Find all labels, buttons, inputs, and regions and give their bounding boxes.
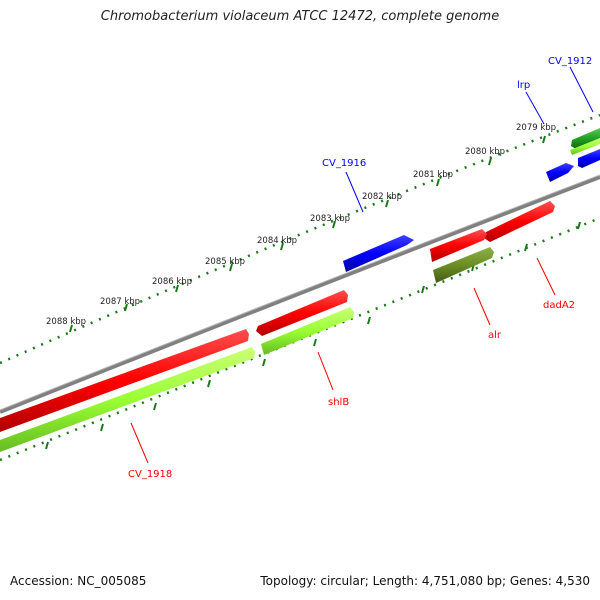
gene-dada2[interactable]	[484, 201, 555, 242]
label-leaders	[130, 66, 594, 464]
gene-alr-cds[interactable]	[433, 247, 494, 283]
ruler-label: 2087 kbp	[100, 297, 140, 307]
label-dada2: dadA2	[543, 300, 575, 311]
label-cv1916: CV_1916	[322, 158, 366, 169]
ruler-label: 2085 kbp	[205, 257, 245, 267]
ruler-label: 2083 kbp	[310, 214, 350, 224]
gene-cv1916[interactable]	[343, 235, 414, 272]
gene-cv1912-cds[interactable]	[570, 138, 600, 155]
gene-cv1912-feature[interactable]	[571, 128, 600, 149]
gene-blue-right[interactable]	[578, 149, 600, 168]
ruler-label: 2082 kbp	[362, 192, 402, 202]
ruler-labels: 2079 kbp 2080 kbp 2081 kbp 2082 kbp 2083…	[46, 123, 556, 327]
inner-ruler	[0, 216, 600, 462]
ruler-label: 2088 kbp	[46, 317, 86, 327]
label-cv1912: CV_1912	[548, 56, 592, 67]
outer-ruler-ticks	[69, 135, 546, 333]
gene-cv1918-cds[interactable]	[0, 347, 255, 452]
label-lrp: lrp	[517, 80, 530, 91]
accession-label: Accession: NC_005085	[10, 574, 147, 588]
ruler-label: 2084 kbp	[257, 236, 297, 246]
label-shlb: shlB	[328, 397, 349, 408]
inner-ruler-ticks	[45, 221, 581, 450]
gene-lrp[interactable]	[546, 163, 574, 182]
ruler-label: 2079 kbp	[516, 123, 556, 133]
gene-shlb-cds[interactable]	[261, 307, 354, 355]
figure-title: Chromobacterium violaceum ATCC 12472, co…	[100, 9, 500, 24]
genome-backbone	[0, 175, 600, 414]
ruler-label: 2080 kbp	[465, 147, 505, 157]
ruler-label: 2086 kbp	[152, 277, 192, 287]
label-cv1918: CV_1918	[128, 469, 172, 480]
gene-alr[interactable]	[430, 229, 487, 262]
gene-cv1918[interactable]	[0, 329, 249, 432]
gene-shlb[interactable]	[256, 290, 348, 336]
ruler-label: 2081 kbp	[413, 170, 453, 180]
genome-summary: Topology: circular; Length: 4,751,080 bp…	[260, 574, 590, 588]
outer-ruler	[0, 113, 600, 365]
label-alr: alr	[488, 330, 502, 341]
